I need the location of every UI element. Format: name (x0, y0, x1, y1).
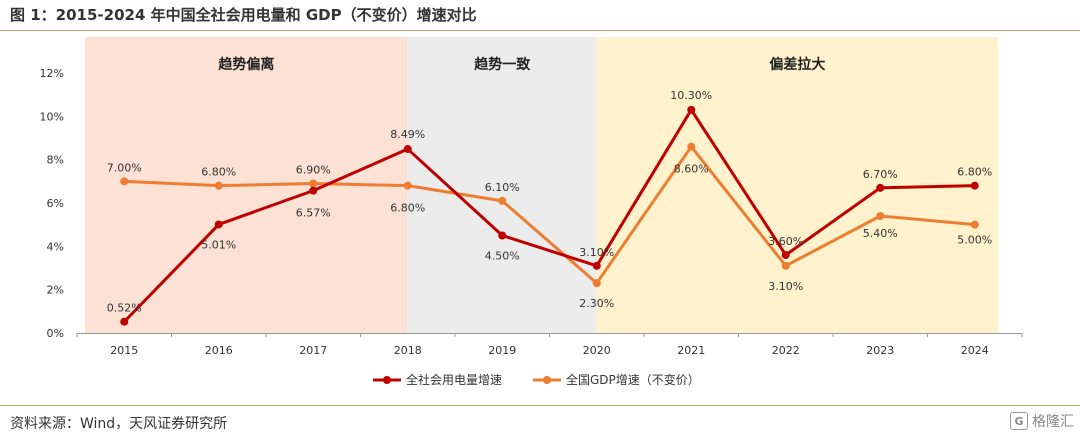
x-tick-label: 2022 (772, 344, 800, 357)
data-label: 6.90% (296, 164, 331, 177)
data-point (498, 196, 507, 205)
data-label: 6.80% (390, 202, 425, 215)
chart-title: 图 1：2015-2024 年中国全社会用电量和 GDP（不变价）增速对比 (10, 6, 477, 24)
series-lines (120, 105, 979, 326)
data-point (876, 183, 885, 192)
data-label: 10.30% (670, 89, 712, 102)
data-label: 4.50% (485, 250, 520, 263)
legend-label: 全社会用电量增速 (406, 372, 502, 387)
data-point (309, 186, 318, 195)
data-label: 5.01% (201, 238, 236, 251)
data-label: 6.80% (201, 166, 236, 179)
data-label: 3.10% (579, 246, 614, 259)
data-point (214, 181, 223, 190)
data-point (781, 261, 790, 270)
data-point (214, 220, 223, 229)
data-point (687, 142, 696, 151)
data-point (403, 145, 412, 154)
data-label: 3.10% (768, 280, 803, 293)
data-point (592, 279, 601, 288)
data-point (309, 179, 318, 188)
y-tick-label: 0% (47, 327, 64, 340)
data-label: 5.00% (957, 234, 992, 247)
data-point (970, 181, 979, 190)
data-label: 8.60% (674, 163, 709, 176)
x-tick-label: 2021 (677, 344, 705, 357)
x-tick-label: 2019 (488, 344, 516, 357)
data-point (781, 251, 790, 259)
data-label: 6.80% (957, 166, 992, 179)
source-divider (0, 405, 1080, 406)
legend-marker (383, 376, 391, 384)
x-tick-label: 2015 (110, 344, 138, 357)
region-band (407, 37, 597, 333)
y-tick-label: 4% (47, 240, 64, 253)
x-tick-label: 2024 (961, 344, 989, 357)
axes: 2015 2016 2017 2018 2019 2020 2021 2022 2023 2024… (40, 67, 1023, 357)
y-tick-label: 12% (40, 67, 64, 80)
data-label: 6.70% (863, 168, 898, 181)
data-labels: 0.52% 5.01% 6.57% 8.49% 4.50% 3.10% 10.30% 3.60… (107, 89, 992, 315)
x-tick-label: 2018 (394, 344, 422, 357)
data-point (403, 181, 412, 190)
region-label: 偏差拉大 (769, 56, 825, 73)
data-point (498, 231, 507, 240)
title-divider (0, 30, 1080, 31)
line-chart: 趋势偏离 趋势一致 偏差拉大 2015 2016 2017 2018 2019 2020 202… (40, 37, 1023, 387)
region-label: 趋势偏离 (218, 56, 274, 73)
x-tick-label: 2020 (583, 344, 611, 357)
data-label: 0.52% (107, 302, 142, 315)
legend-marker (543, 376, 551, 384)
data-point (687, 105, 696, 114)
watermark: G 格隆汇 (1010, 411, 1074, 431)
y-tick-label: 10% (40, 110, 64, 123)
watermark-text: 格隆汇 (1032, 414, 1074, 430)
y-tick-label: 8% (47, 154, 64, 167)
series-line (124, 145, 975, 285)
watermark-logo-icon: G (1010, 412, 1028, 430)
data-point (970, 220, 979, 229)
series-line (123, 108, 975, 323)
data-point (120, 177, 129, 186)
data-label: 5.40% (863, 227, 898, 240)
y-tick-label: 2% (47, 284, 64, 297)
data-point (592, 261, 601, 270)
data-point (120, 317, 129, 326)
y-tick-label: 6% (47, 197, 64, 210)
legend: 全社会用电量增速 全国GDP增速（不变价） (373, 372, 700, 387)
x-tick-label: 2017 (299, 344, 327, 357)
data-label: 6.10% (485, 181, 520, 194)
x-tick-label: 2016 (205, 344, 233, 357)
data-label: 3.60% (768, 235, 803, 248)
legend-label: 全国GDP增速（不变价） (566, 372, 700, 387)
region-label: 趋势一致 (474, 56, 531, 73)
data-label: 6.57% (296, 207, 331, 220)
data-label: 8.49% (390, 128, 425, 141)
data-label: 7.00% (107, 161, 142, 174)
source-note: 资料来源：Wind，天风证券研究所 (10, 416, 228, 432)
data-label: 2.30% (579, 297, 614, 310)
x-tick-label: 2023 (866, 344, 894, 357)
data-point (876, 212, 885, 220)
